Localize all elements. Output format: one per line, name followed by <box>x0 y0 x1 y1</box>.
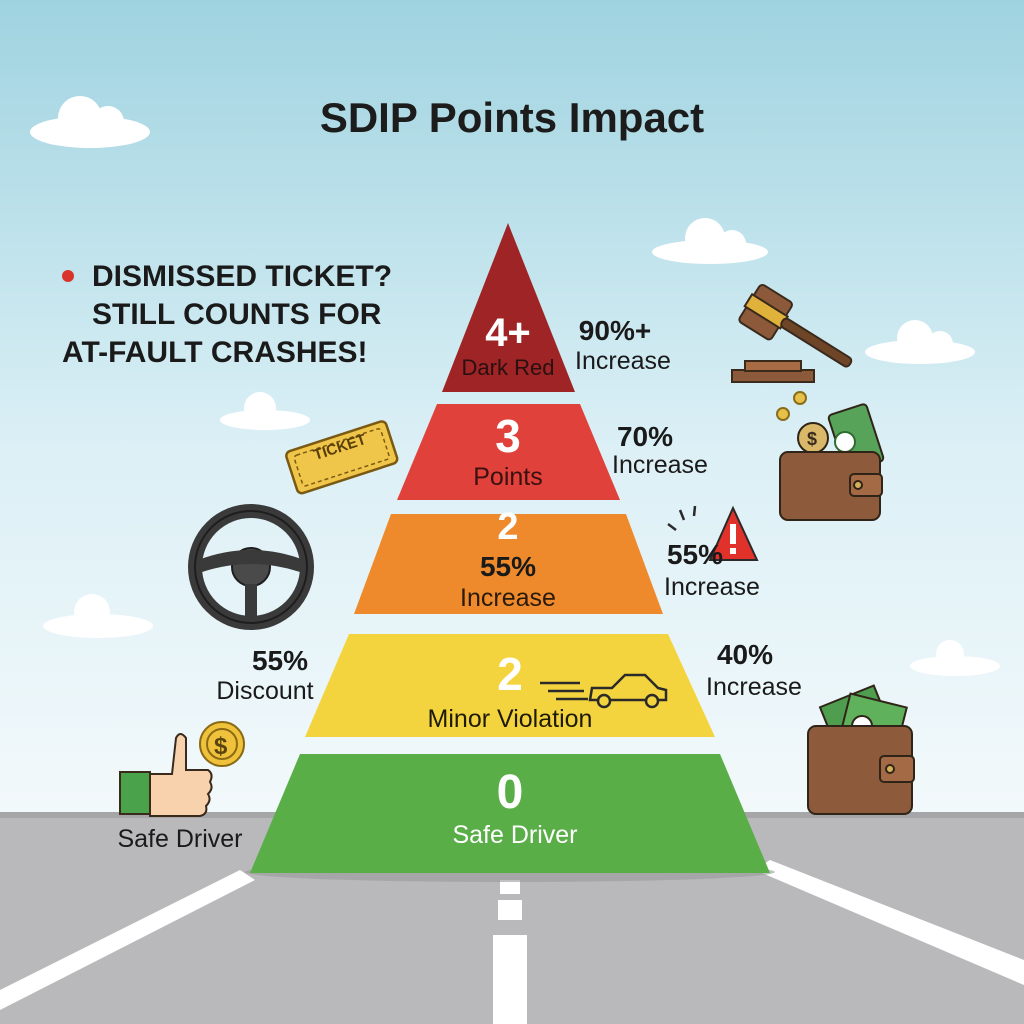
cloud <box>30 96 150 148</box>
tier-3-label: Increase <box>460 584 556 612</box>
tier-3-effect-value: 55% <box>666 539 724 570</box>
callout-line-1: DISMISSED TICKET? <box>92 260 393 293</box>
cloud <box>910 640 1000 676</box>
tier-5-shape <box>250 754 770 873</box>
ticket-icon <box>285 420 399 495</box>
safe-driver-caption: Safe Driver <box>117 825 243 853</box>
cloud <box>652 218 768 264</box>
tier-3-label-value: 55% <box>479 551 537 582</box>
discount-label: Discount <box>216 677 314 705</box>
tier-1-points: 4+ <box>485 311 531 355</box>
callout-line-2: STILL COUNTS FOR <box>92 298 382 332</box>
thumbs-up-coin-icon: $ <box>119 721 245 817</box>
callout-bullet <box>62 270 74 282</box>
tier-5-label: Safe Driver <box>452 821 578 849</box>
tier-3-shape <box>354 514 663 614</box>
warning-icon <box>667 505 759 561</box>
cloud <box>220 392 310 430</box>
tier-4-label: Minor Violation <box>427 705 593 733</box>
road-edge-right <box>755 860 1024 985</box>
page-title: SDIP Points Impact <box>319 94 705 141</box>
gavel-icon <box>731 283 853 383</box>
tier-4-shape <box>305 634 715 737</box>
tier-4-effect-value: 40% <box>716 639 774 670</box>
cloud <box>43 594 153 638</box>
tier-2-shape <box>397 404 620 500</box>
discount-value: 55% <box>251 645 309 676</box>
steering-wheel-icon <box>188 504 314 630</box>
road-edge-left <box>0 870 255 1010</box>
tier-4-effect-label: Increase <box>706 673 802 701</box>
money-wallet-icon <box>807 684 915 815</box>
tier-2-effect-value: 70% <box>616 421 674 452</box>
tier-2-effect-label: Increase <box>612 451 708 479</box>
tier-1-effect-label: Increase <box>575 347 671 375</box>
tier-5-points: 0 <box>496 766 524 819</box>
tier-3-points: 2 <box>497 506 519 548</box>
lane-markings <box>493 880 527 1024</box>
speeding-car-icon <box>540 673 668 709</box>
tier-4-points: 2 <box>497 648 523 700</box>
cloud <box>865 320 975 364</box>
wallet-money-icon: $ <box>776 391 885 521</box>
tier-1-effect-value: 90%+ <box>578 315 652 346</box>
tier-3-effect-label: Increase <box>664 573 760 601</box>
tier-2-points: 3 <box>495 410 521 462</box>
tier-1-label: Dark Red <box>461 355 555 380</box>
clouds <box>30 96 1000 676</box>
tier-2-label: Points <box>473 463 543 491</box>
tier-1-shape <box>442 223 575 392</box>
svg-text:$: $ <box>807 429 817 449</box>
callout-line-3: AT-FAULT CRASHES! <box>62 336 368 370</box>
svg-text:$: $ <box>214 733 228 760</box>
callout: DISMISSED TICKET? STILL COUNTS FOR AT-FA… <box>62 258 392 372</box>
